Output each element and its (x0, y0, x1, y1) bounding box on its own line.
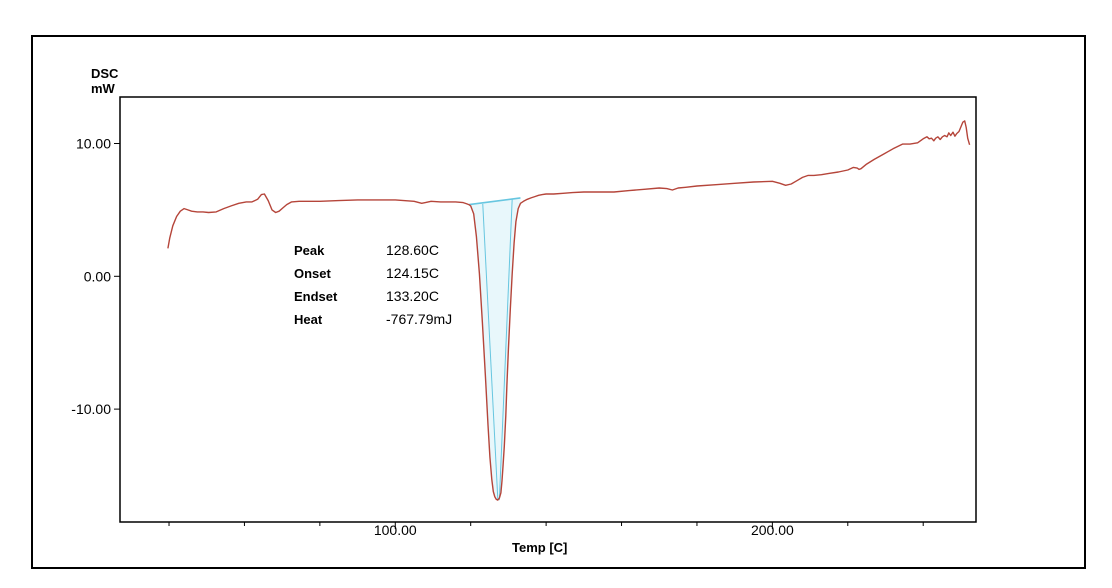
peak-integration (469, 197, 521, 501)
dsc-curve (167, 120, 971, 501)
chart-frame (31, 35, 1086, 569)
endset-tangent (498, 199, 513, 501)
x-tick-label: 100.00 (374, 522, 417, 538)
peak-baseline (469, 197, 521, 206)
y-tick-label: 10.00 (76, 135, 111, 151)
annotation-value: 128.60C (386, 242, 439, 258)
y-axis-label-line2: mW (91, 81, 115, 96)
annotation-key: Peak (294, 243, 325, 258)
annotation-value: 124.15C (386, 265, 439, 281)
y-tick-label: 0.00 (84, 268, 111, 284)
y-axis-label-line1: DSC (91, 66, 119, 81)
x-ticks: 100.00 200.00 (374, 522, 794, 538)
peak-area (469, 197, 521, 501)
annotation-key: Onset (294, 266, 331, 281)
annotation-value: 133.20C (386, 288, 439, 304)
annotation-key: Endset (294, 289, 338, 304)
x-axis-label: Temp [C] (512, 540, 568, 555)
x-tick-label: 200.00 (751, 522, 794, 538)
annotation-key: Heat (294, 312, 323, 327)
y-tick-label: -10.00 (71, 401, 111, 417)
y-ticks: 10.00 0.00 -10.00 (71, 135, 120, 417)
onset-tangent (482, 203, 499, 501)
annotation-value: -767.79mJ (386, 311, 453, 327)
plot-area-border (119, 96, 977, 523)
minor-ticks (168, 522, 924, 526)
series-group (167, 120, 971, 501)
